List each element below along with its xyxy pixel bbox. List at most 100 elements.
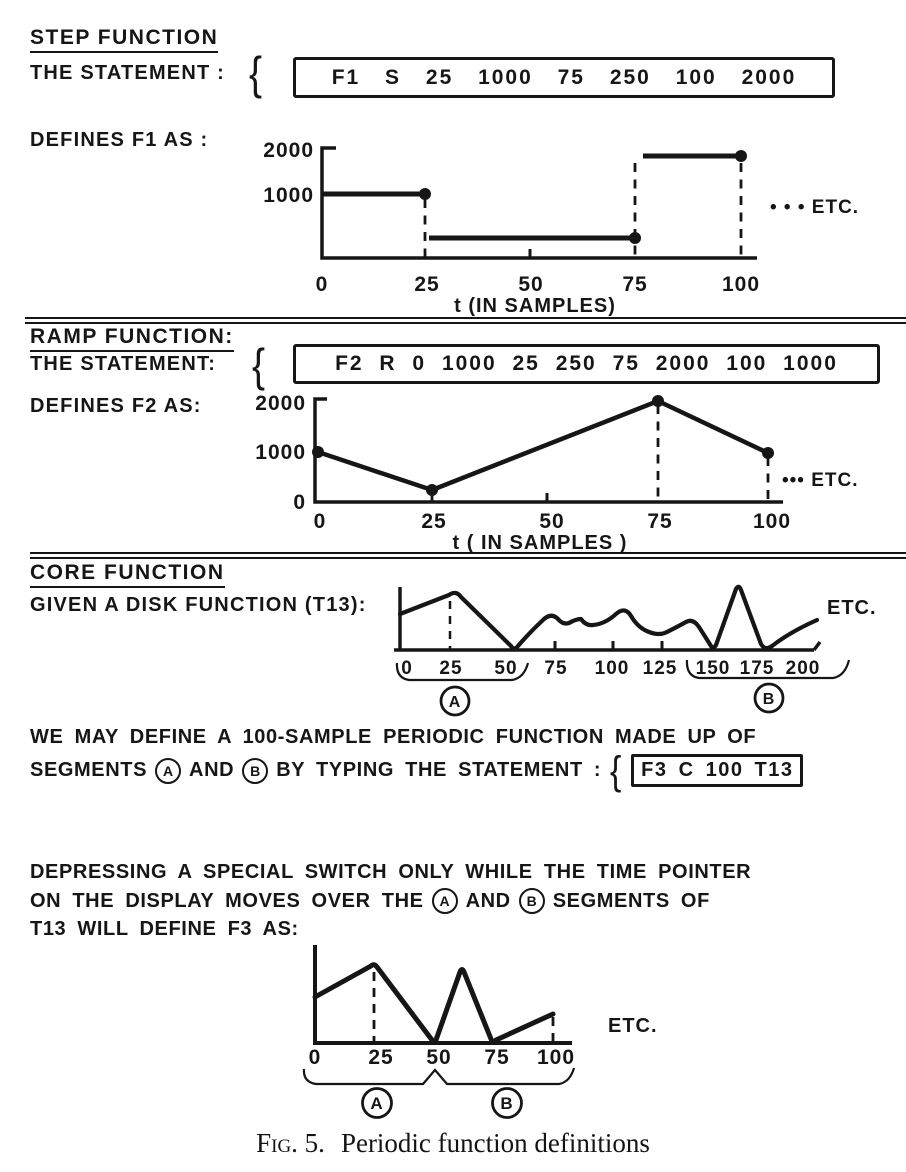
f3-xtick-25: 25 bbox=[368, 1046, 393, 1069]
step-dashed-lines bbox=[423, 163, 743, 257]
depress-line2: ON THE DISPLAY MOVES OVER THE A AND B SE… bbox=[30, 888, 751, 914]
f3-xtick-50: 50 bbox=[426, 1046, 451, 1069]
step-ytick-2000: 2000 bbox=[263, 139, 314, 162]
core-xtick-25: 25 bbox=[439, 658, 462, 679]
step-section-title: STEP FUNCTION bbox=[30, 26, 219, 53]
ramp-section-title: RAMP FUNCTION: bbox=[30, 325, 234, 352]
depress-line1: DEPRESSING A SPECIAL SWITCH ONLY WHILE T… bbox=[30, 861, 752, 883]
ramp-xtick-50: 50 bbox=[539, 510, 564, 533]
core-xtick-75: 75 bbox=[544, 658, 567, 679]
ramp-xtick-100: 100 bbox=[753, 510, 791, 533]
step-plot: 2000 1000 0 25 50 75 100 t (IN SAMPLES) … bbox=[263, 139, 859, 317]
figure-caption: Fig. 5. Periodic function definitions bbox=[0, 1128, 906, 1159]
core-ticks bbox=[553, 641, 664, 650]
core-xtick-125: 125 bbox=[643, 658, 678, 679]
depress-line3: T13 WILL DEFINE F3 AS: bbox=[30, 918, 299, 940]
step-data-points bbox=[419, 150, 747, 244]
ramp-xtick-25: 25 bbox=[421, 510, 446, 533]
core-given-label: GIVEN A DISK FUNCTION (T13): bbox=[30, 594, 367, 616]
core-waveform bbox=[397, 584, 820, 651]
depress-line2-pre: ON THE DISPLAY MOVES OVER THE bbox=[30, 889, 424, 912]
core-segment-braces bbox=[395, 659, 851, 682]
depress-paragraph: DEPRESSING A SPECIAL SWITCH ONLY WHILE T… bbox=[30, 861, 751, 941]
f3-xtick-75: 75 bbox=[484, 1046, 509, 1069]
step-series-line bbox=[322, 153, 740, 241]
depress-line2-and: AND bbox=[465, 889, 511, 912]
f3-segment-braces bbox=[302, 1067, 576, 1086]
step-etc-label: • • • ETC. bbox=[770, 197, 859, 218]
step-statement-box: F1 S 25 1000 75 250 100 2000 bbox=[293, 57, 835, 98]
f3-xtick-100: 100 bbox=[537, 1046, 575, 1069]
ramp-series-line bbox=[317, 398, 769, 493]
f3-segment-b-circle bbox=[491, 1087, 523, 1119]
core-xtick-50: 50 bbox=[494, 658, 517, 679]
ramp-dashed-lines bbox=[430, 405, 770, 501]
f3-dashed-lines bbox=[372, 972, 555, 1042]
step-xtick-0: 0 bbox=[316, 273, 329, 296]
define-line2-post: BY TYPING THE STATEMENT : bbox=[276, 759, 602, 781]
figure-number: Fig. 5. bbox=[256, 1128, 325, 1158]
step-defines-label: DEFINES F1 AS : bbox=[30, 129, 209, 151]
ramp-etc-label: ••• ETC. bbox=[782, 470, 859, 491]
step-ytick-1000: 1000 bbox=[263, 184, 314, 207]
ramp-ytick-2000: 2000 bbox=[255, 392, 306, 415]
f3-xtick-0: 0 bbox=[309, 1046, 322, 1069]
core-axes bbox=[394, 587, 822, 652]
segment-a-badge: A bbox=[155, 757, 182, 784]
section-divider bbox=[25, 317, 906, 324]
core-plot: A B 0 25 50 75 100 125 150 175 200 ETC. bbox=[394, 584, 877, 717]
f3-waveform bbox=[312, 962, 556, 1045]
define-line2-and: AND bbox=[189, 759, 235, 781]
step-statement-label: THE STATEMENT : bbox=[30, 62, 226, 84]
core-segment-markers: A B bbox=[439, 682, 785, 717]
f3-statement-box: F3 C 100 T13 bbox=[631, 754, 804, 787]
segment-a-badge: A bbox=[431, 888, 458, 914]
define-paragraph: WE MAY DEFINE A 100-SAMPLE PERIODIC FUNC… bbox=[30, 726, 804, 791]
segment-b-badge: B bbox=[242, 757, 269, 784]
core-segment-a-circle bbox=[439, 685, 471, 717]
step-xtick-75: 75 bbox=[622, 273, 647, 296]
segment-b-badge: B bbox=[518, 888, 545, 914]
step-statement-brace: { bbox=[249, 47, 263, 99]
step-xtick-25: 25 bbox=[414, 273, 439, 296]
ramp-xtick-75: 75 bbox=[647, 510, 672, 533]
f3-etc-label: ETC. bbox=[608, 1015, 658, 1037]
f3-segment-b-label: B bbox=[500, 1094, 513, 1113]
figure-caption-text: Periodic function definitions bbox=[340, 1128, 650, 1158]
define-line2-pre: SEGMENTS bbox=[30, 759, 148, 781]
ramp-ytick-1000: 1000 bbox=[255, 441, 306, 464]
f3-segment-markers: A B bbox=[361, 1087, 523, 1119]
ramp-plot: 2000 1000 0 0 25 50 75 100 t ( IN SAMPLE… bbox=[255, 392, 859, 554]
step-axes bbox=[320, 146, 757, 260]
core-etc-label: ETC. bbox=[827, 597, 877, 619]
step-xtick-50: 50 bbox=[518, 273, 543, 296]
define-line2: SEGMENTS A AND B BY TYPING THE STATEMENT… bbox=[30, 751, 804, 791]
step-statement-text: F1 S 25 1000 75 250 100 2000 bbox=[331, 65, 797, 89]
core-xtick-100: 100 bbox=[595, 658, 630, 679]
f3-axes bbox=[313, 945, 572, 1045]
core-xtick-175: 175 bbox=[740, 658, 775, 679]
ramp-statement-brace: { bbox=[252, 339, 266, 391]
f3-segment-a-circle bbox=[361, 1087, 393, 1119]
core-section-title: CORE FUNCTION bbox=[30, 561, 225, 588]
ramp-ytick-0: 0 bbox=[293, 491, 306, 514]
core-segment-b-circle bbox=[753, 682, 785, 714]
ramp-defines-label: DEFINES F2 AS: bbox=[30, 395, 202, 417]
core-xtick-0: 0 bbox=[401, 658, 413, 679]
step-xtick-100: 100 bbox=[722, 273, 760, 296]
depress-line2-post: SEGMENTS OF bbox=[552, 889, 710, 912]
core-segment-a-label: A bbox=[449, 694, 462, 711]
ramp-statement-label: THE STATEMENT: bbox=[30, 353, 217, 375]
section-divider bbox=[30, 552, 906, 559]
ramp-statement-text: F2 R 0 1000 25 250 75 2000 100 1000 bbox=[335, 352, 838, 375]
ramp-axes bbox=[313, 397, 783, 504]
step-xlabel: t (IN SAMPLES) bbox=[454, 295, 616, 317]
define-line1: WE MAY DEFINE A 100-SAMPLE PERIODIC FUNC… bbox=[30, 726, 757, 748]
f3-segment-a-label: A bbox=[370, 1094, 383, 1113]
core-segment-b-label: B bbox=[763, 691, 776, 708]
ramp-xlabel: t ( IN SAMPLES ) bbox=[453, 532, 628, 554]
f3-plot: A B 0 25 50 75 100 ETC. bbox=[302, 945, 658, 1119]
ramp-statement-box: F2 R 0 1000 25 250 75 2000 100 1000 bbox=[293, 344, 880, 384]
ramp-data-points bbox=[312, 395, 774, 496]
